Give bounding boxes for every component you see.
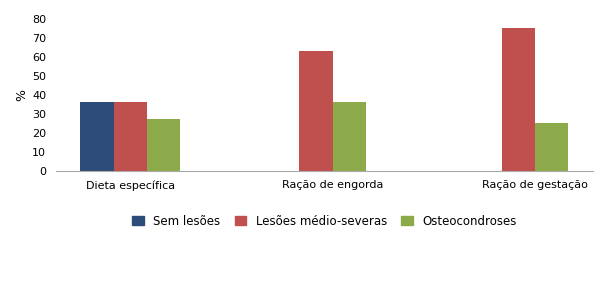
- Legend: Sem lesões, Lesões médio-severas, Osteocondroses: Sem lesões, Lesões médio-severas, Osteoc…: [127, 210, 522, 232]
- Y-axis label: %: %: [15, 89, 28, 101]
- Bar: [81, 102, 113, 171]
- Bar: [147, 119, 181, 171]
- Bar: [333, 102, 366, 171]
- Bar: [300, 51, 333, 171]
- Bar: [535, 123, 569, 171]
- Bar: [502, 28, 535, 171]
- Bar: [113, 102, 147, 171]
